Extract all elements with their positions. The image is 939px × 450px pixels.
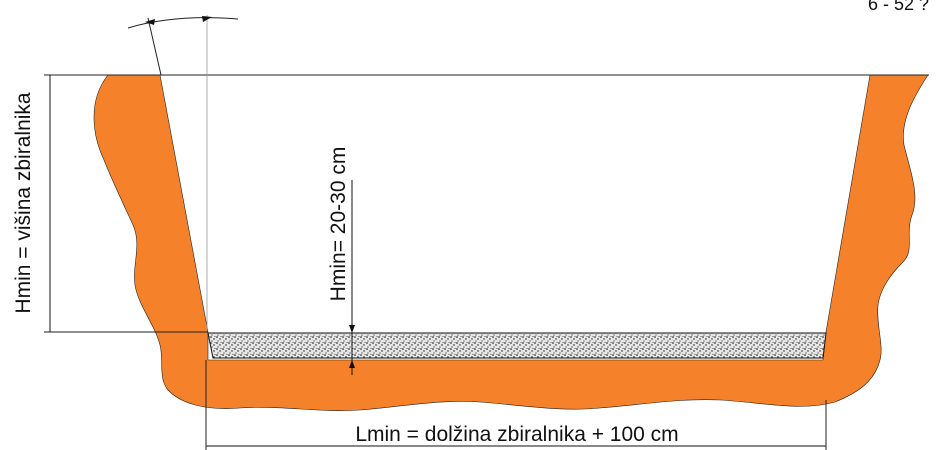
gravel-dimension-arrow-bottom xyxy=(349,360,355,368)
gravel-dimension-arrow-top xyxy=(349,325,355,333)
angle-arrow-left xyxy=(145,19,155,25)
gravel-label: Hmin= 20-30 cm xyxy=(327,147,350,302)
length-label: Lmin = dolžina zbiralnika + 100 cm xyxy=(355,423,678,446)
slope-extension-line xyxy=(147,17,162,76)
slope-angle-arc xyxy=(127,17,239,29)
soil-mass xyxy=(93,74,929,411)
gravel-layer xyxy=(207,332,827,359)
angle-arrow-right xyxy=(202,16,212,22)
height-label: Hmin = višina zbiralnika xyxy=(12,92,35,313)
angle-label: 6 - 52 ? xyxy=(868,0,929,14)
